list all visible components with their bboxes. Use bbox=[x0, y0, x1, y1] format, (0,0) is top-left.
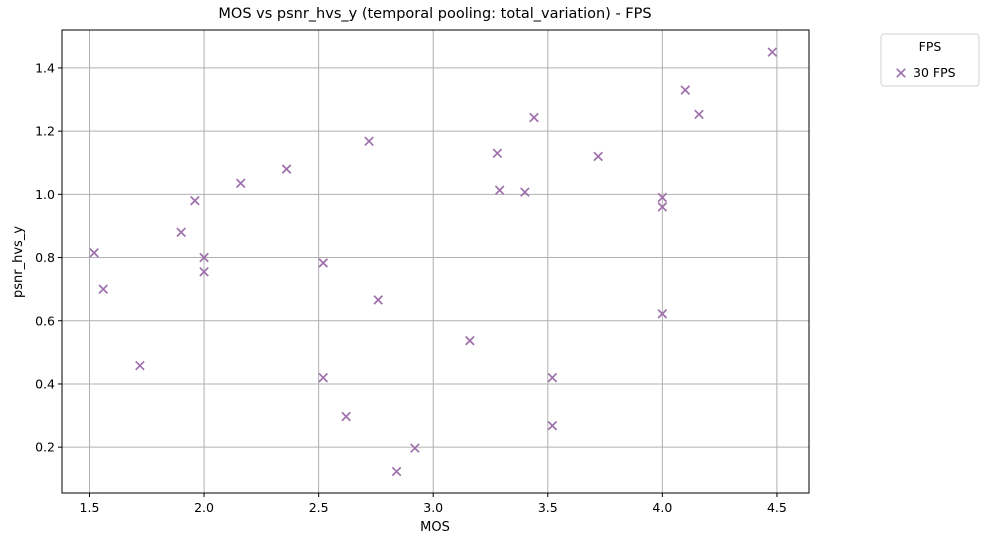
x-tick-label: 1.5 bbox=[80, 500, 100, 515]
data-point bbox=[199, 266, 209, 277]
x-axis-label: MOS bbox=[420, 520, 450, 535]
plot-frame bbox=[61, 29, 810, 494]
data-point bbox=[529, 112, 539, 123]
data-point bbox=[657, 192, 668, 203]
x-axis-ticks: 1.5 2.0 2.5 3.0 3.5 4.0 4.5 bbox=[80, 493, 787, 515]
data-point bbox=[494, 185, 505, 196]
data-point bbox=[364, 136, 374, 147]
data-points bbox=[89, 47, 778, 477]
legend: FPS 30 FPS bbox=[880, 33, 980, 87]
data-point bbox=[176, 227, 186, 238]
data-point bbox=[657, 202, 668, 212]
data-point bbox=[373, 295, 384, 305]
x-tick-label: 2.5 bbox=[309, 500, 329, 515]
legend-entry-label: 30 FPS bbox=[913, 65, 956, 80]
grid-lines bbox=[62, 30, 809, 493]
y-tick-label: 0.2 bbox=[35, 440, 55, 455]
data-point bbox=[547, 372, 558, 383]
y-tick-label: 0.8 bbox=[35, 250, 55, 265]
x-tick-label: 4.0 bbox=[652, 500, 672, 515]
data-point bbox=[391, 466, 402, 477]
data-point bbox=[657, 309, 668, 319]
y-axis-ticks: 0.2 0.4 0.6 0.8 1.0 1.2 1.4 bbox=[35, 60, 62, 455]
chart-title: MOS vs psnr_hvs_y (temporal pooling: tot… bbox=[218, 6, 651, 22]
legend-marker-icon bbox=[896, 68, 906, 78]
data-point bbox=[465, 335, 475, 346]
data-point bbox=[199, 252, 209, 263]
data-point bbox=[767, 47, 778, 57]
data-point bbox=[281, 164, 292, 174]
x-tick-label: 3.0 bbox=[423, 500, 443, 515]
data-point bbox=[190, 195, 200, 206]
data-point bbox=[680, 85, 691, 95]
data-point bbox=[520, 187, 530, 197]
y-tick-label: 1.4 bbox=[35, 60, 55, 75]
legend-box bbox=[880, 33, 980, 87]
data-point bbox=[694, 109, 704, 120]
x-tick-label: 2.0 bbox=[194, 500, 214, 515]
data-point bbox=[318, 372, 329, 383]
data-point bbox=[89, 248, 99, 258]
data-point bbox=[318, 258, 329, 268]
x-tick-label: 3.5 bbox=[538, 500, 558, 515]
legend-marker-x bbox=[896, 68, 906, 78]
x-tick-label: 4.5 bbox=[767, 500, 787, 515]
data-point bbox=[341, 411, 351, 422]
data-point bbox=[593, 151, 603, 162]
data-point bbox=[98, 284, 109, 294]
y-tick-label: 0.6 bbox=[35, 313, 55, 328]
y-tick-label: 0.4 bbox=[35, 376, 55, 391]
data-point bbox=[135, 360, 145, 371]
y-tick-label: 1.2 bbox=[35, 124, 55, 139]
y-tick-label: 1.0 bbox=[35, 187, 55, 202]
data-point bbox=[547, 420, 558, 431]
data-point bbox=[235, 178, 246, 189]
data-point bbox=[410, 443, 420, 453]
data-point bbox=[492, 148, 503, 159]
y-axis-label: psnr_hvs_y bbox=[11, 226, 26, 298]
legend-title: FPS bbox=[919, 39, 942, 54]
